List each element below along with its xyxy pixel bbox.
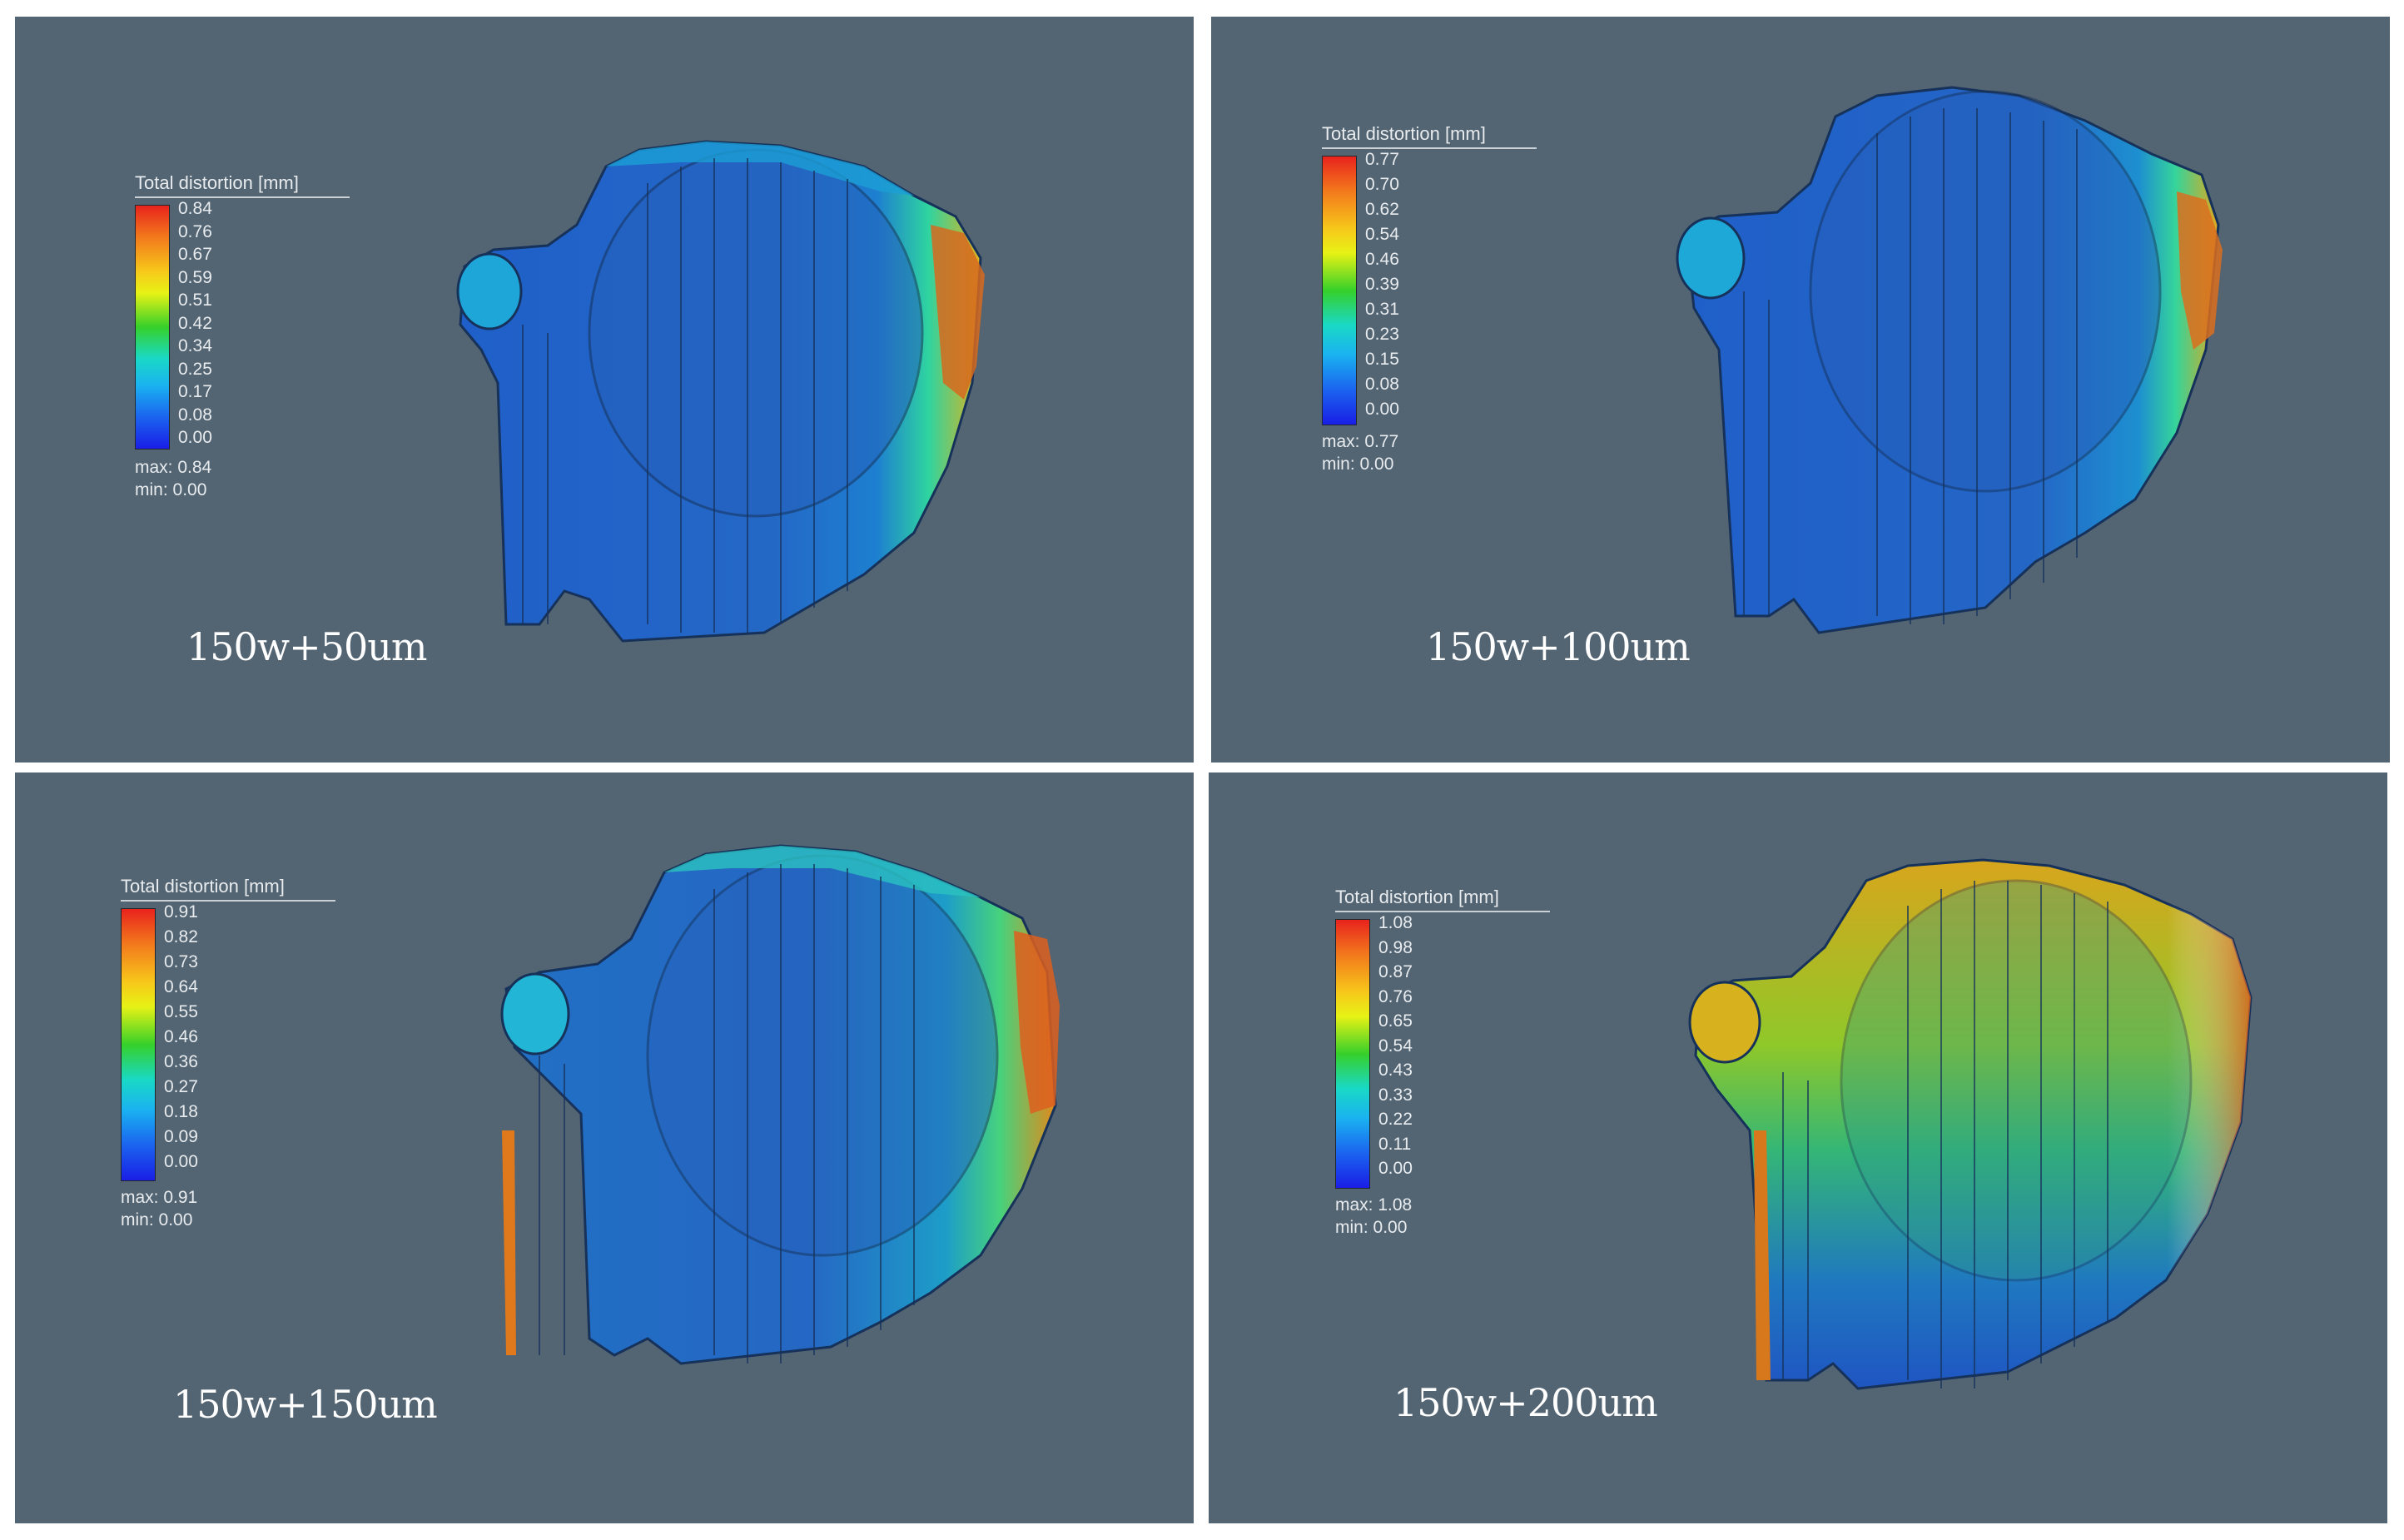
tick-label: 0.34 <box>178 336 212 355</box>
max-value: 1.08 <box>1378 1195 1413 1215</box>
min-value: 0.00 <box>158 1210 193 1230</box>
max-row: max: 0.77 <box>1322 430 1398 453</box>
tick-label: 0.00 <box>1378 1159 1413 1178</box>
tick-label: 0.59 <box>178 267 212 287</box>
colorbar <box>121 908 156 1181</box>
legend-title: Total distortion [mm] <box>1322 123 1537 149</box>
legend-title: Total distortion [mm] <box>135 172 350 198</box>
legend: Total distortion [mm] 1.08 0.98 0.87 0.7… <box>1335 887 1550 1252</box>
tick-label: 0.77 <box>1365 150 1399 169</box>
tick-label: 0.87 <box>1378 962 1413 981</box>
tick-label: 0.67 <box>178 245 212 264</box>
distortion-model <box>1676 86 2223 634</box>
legend-title: Total distortion [mm] <box>1335 887 1550 912</box>
tick-label: 0.76 <box>1378 986 1413 1006</box>
legend: Total distortion [mm] 0.91 0.82 0.73 0.6… <box>121 876 335 1241</box>
simulation-panel-4: Total distortion [mm] 1.08 0.98 0.87 0.7… <box>1209 772 2387 1523</box>
tick-label: 0.08 <box>178 405 212 425</box>
min-row: min: 0.00 <box>1322 453 1393 475</box>
tick-label: 0.64 <box>164 977 198 996</box>
tick-label: 0.42 <box>178 313 212 333</box>
min-value: 0.00 <box>172 480 207 499</box>
simulation-panel-3: Total distortion [mm] 0.91 0.82 0.73 0.6… <box>15 772 1194 1523</box>
simulation-panel-2: Total distortion [mm] 0.77 0.70 0.62 0.5… <box>1211 17 2390 763</box>
tick-label: 0.22 <box>1378 1110 1413 1129</box>
tick-label: 0.82 <box>164 927 198 946</box>
tick-label: 0.27 <box>164 1077 198 1096</box>
panel-caption: 150w+50um <box>186 624 427 669</box>
tick-label: 1.08 <box>1378 913 1413 932</box>
max-row: max: 1.08 <box>1335 1194 1412 1216</box>
simulation-panel-1: Total distortion [mm] 0.84 0.76 0.67 0.5… <box>15 17 1194 763</box>
min-label: min: <box>1335 1218 1368 1237</box>
tick-label: 0.46 <box>1365 250 1399 269</box>
min-label: min: <box>135 480 168 499</box>
max-label: max: <box>1335 1195 1373 1215</box>
panel-caption: 150w+100um <box>1426 624 1691 669</box>
tick-label: 0.39 <box>1365 275 1399 294</box>
min-row: min: 0.00 <box>121 1209 192 1231</box>
tick-label: 0.54 <box>1378 1036 1413 1056</box>
colorbar <box>1322 156 1357 425</box>
tick-label: 0.15 <box>1365 350 1399 369</box>
tick-label: 0.36 <box>164 1052 198 1071</box>
panel-caption: 150w+200um <box>1393 1380 1658 1425</box>
tick-label: 0.00 <box>164 1152 198 1171</box>
panel-caption: 150w+150um <box>173 1382 438 1427</box>
max-row: max: 0.91 <box>121 1186 197 1209</box>
tick-label: 0.08 <box>1365 375 1399 394</box>
tick-label: 0.33 <box>1378 1085 1413 1105</box>
tick-label: 0.17 <box>178 382 212 401</box>
tick-label: 0.51 <box>178 291 212 310</box>
distortion-model <box>500 844 1060 1365</box>
max-label: max: <box>1322 432 1360 451</box>
tick-label: 0.18 <box>164 1102 198 1121</box>
max-label: max: <box>121 1188 159 1207</box>
max-row: max: 0.84 <box>135 456 211 479</box>
tick-label: 0.46 <box>164 1027 198 1046</box>
colorbar <box>135 205 170 450</box>
distortion-model <box>1688 858 2253 1390</box>
max-value: 0.77 <box>1364 432 1399 451</box>
distortion-model <box>456 140 985 643</box>
legend-title: Total distortion [mm] <box>121 876 335 902</box>
tick-label: 0.55 <box>164 1002 198 1021</box>
tick-label: 0.70 <box>1365 175 1399 194</box>
tick-label: 0.65 <box>1378 1011 1413 1031</box>
max-value: 0.91 <box>163 1188 198 1207</box>
tick-label: 0.25 <box>178 359 212 379</box>
tick-label: 0.31 <box>1365 300 1399 319</box>
max-value: 0.84 <box>177 458 212 477</box>
tick-label: 0.54 <box>1365 225 1399 244</box>
tick-label: 0.84 <box>178 199 212 218</box>
min-value: 0.00 <box>1359 455 1394 474</box>
tick-label: 0.98 <box>1378 937 1413 957</box>
tick-label: 0.09 <box>164 1127 198 1146</box>
tick-label: 0.00 <box>1365 400 1399 419</box>
min-label: min: <box>1322 455 1355 474</box>
tick-label: 0.11 <box>1378 1134 1412 1154</box>
min-row: min: 0.00 <box>135 479 206 501</box>
min-label: min: <box>121 1210 154 1230</box>
min-row: min: 0.00 <box>1335 1216 1407 1239</box>
tick-label: 0.91 <box>164 902 198 922</box>
max-label: max: <box>135 458 173 477</box>
tick-label: 0.23 <box>1365 325 1399 344</box>
colorbar <box>1335 919 1370 1189</box>
tick-label: 0.76 <box>178 221 212 241</box>
tick-label: 0.00 <box>178 428 212 447</box>
legend: Total distortion [mm] 0.84 0.76 0.67 0.5… <box>135 172 350 499</box>
min-value: 0.00 <box>1373 1218 1408 1237</box>
tick-label: 0.43 <box>1378 1061 1413 1080</box>
tick-label: 0.73 <box>164 952 198 971</box>
tick-label: 0.62 <box>1365 200 1399 219</box>
legend: Total distortion [mm] 0.77 0.70 0.62 0.5… <box>1322 123 1537 480</box>
